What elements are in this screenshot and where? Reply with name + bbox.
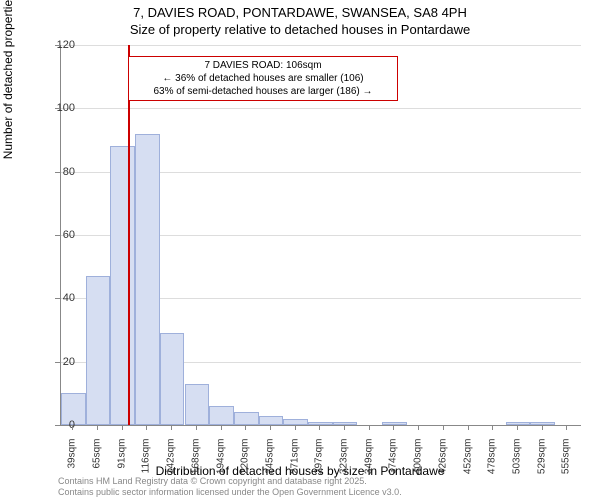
x-tick-label: 245sqm [264,439,275,489]
x-tick-label: 65sqm [92,439,103,489]
histogram-bar [382,422,407,425]
y-tick-mark [55,362,60,363]
y-tick-label: 40 [45,292,75,304]
grid-line [61,45,581,46]
x-tick-mark [72,425,73,430]
chart-title-sub: Size of property relative to detached ho… [0,22,600,37]
histogram-bar [185,384,210,425]
histogram-bar [160,333,185,425]
x-tick-label: 452sqm [462,439,473,489]
x-tick-mark [542,425,543,430]
x-tick-label: 297sqm [314,439,325,489]
x-tick-label: 194sqm [215,439,226,489]
y-axis-label: Number of detached properties [1,0,15,159]
histogram-bar [86,276,111,425]
x-tick-label: 400sqm [413,439,424,489]
x-tick-label: 426sqm [437,439,448,489]
x-tick-label: 220sqm [240,439,251,489]
y-tick-mark [55,172,60,173]
attribution-line-2: Contains public sector information licen… [58,487,402,498]
y-tick-label: 120 [45,39,75,51]
x-tick-label: 374sqm [388,439,399,489]
histogram-bar [234,412,259,425]
annotation-line-3: 63% of semi-detached houses are larger (… [135,85,391,98]
y-tick-label: 80 [45,166,75,178]
x-tick-mark [517,425,518,430]
x-tick-label: 142sqm [166,439,177,489]
annotation-line-1: 7 DAVIES ROAD: 106sqm [135,59,391,72]
y-tick-mark [55,108,60,109]
histogram-bar [308,422,333,425]
y-tick-label: 0 [45,419,75,431]
x-tick-label: 91sqm [116,439,127,489]
x-tick-label: 39sqm [67,439,78,489]
x-tick-mark [492,425,493,430]
x-tick-mark [369,425,370,430]
x-tick-mark [295,425,296,430]
x-tick-mark [418,425,419,430]
x-tick-mark [245,425,246,430]
y-tick-mark [55,235,60,236]
histogram-bar [259,416,284,426]
chart-title-main: 7, DAVIES ROAD, PONTARDAWE, SWANSEA, SA8… [0,5,600,20]
grid-line [61,108,581,109]
histogram-bar [135,134,160,425]
x-tick-mark [196,425,197,430]
annotation-line-2: ← 36% of detached houses are smaller (10… [135,72,391,85]
x-tick-label: 529sqm [536,439,547,489]
attribution-line-1: Contains HM Land Registry data © Crown c… [58,476,402,487]
histogram-bar [506,422,531,425]
x-tick-label: 555sqm [561,439,572,489]
histogram-bar [209,406,234,425]
y-tick-label: 100 [45,102,75,114]
x-tick-mark [171,425,172,430]
x-tick-label: 271sqm [289,439,300,489]
marker-line [128,45,130,425]
attribution: Contains HM Land Registry data © Crown c… [58,476,402,498]
annotation-box: 7 DAVIES ROAD: 106sqm ← 36% of detached … [128,56,398,101]
x-tick-label: 116sqm [141,439,152,489]
plot-area [60,45,581,426]
x-tick-label: 323sqm [339,439,350,489]
x-tick-mark [566,425,567,430]
x-tick-label: 168sqm [190,439,201,489]
y-tick-mark [55,45,60,46]
y-tick-label: 20 [45,356,75,368]
x-tick-label: 349sqm [363,439,374,489]
y-tick-label: 60 [45,229,75,241]
x-tick-mark [319,425,320,430]
x-tick-mark [393,425,394,430]
histogram-bar [530,422,555,425]
x-tick-mark [443,425,444,430]
y-tick-mark [55,425,60,426]
x-tick-mark [146,425,147,430]
x-tick-mark [468,425,469,430]
chart-container: 7, DAVIES ROAD, PONTARDAWE, SWANSEA, SA8… [0,0,600,500]
histogram-bar [110,146,135,425]
y-tick-mark [55,298,60,299]
x-tick-mark [122,425,123,430]
x-tick-label: 478sqm [487,439,498,489]
x-tick-label: 503sqm [511,439,522,489]
x-tick-mark [221,425,222,430]
x-tick-mark [344,425,345,430]
x-tick-mark [270,425,271,430]
x-tick-mark [97,425,98,430]
histogram-bar [283,419,308,425]
